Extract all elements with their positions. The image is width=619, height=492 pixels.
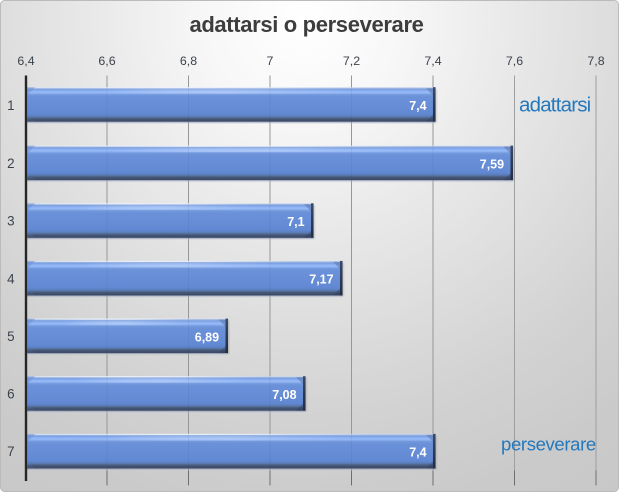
svg-text:7: 7	[7, 444, 14, 459]
svg-text:7,08: 7,08	[272, 388, 296, 402]
svg-text:adattarsi o perseverare: adattarsi o perseverare	[189, 12, 423, 37]
svg-text:3: 3	[7, 214, 14, 229]
svg-text:7,8: 7,8	[587, 54, 604, 68]
svg-text:7: 7	[267, 54, 274, 68]
svg-text:6,89: 6,89	[195, 330, 219, 344]
svg-text:7,4: 7,4	[424, 54, 441, 68]
svg-text:6,4: 6,4	[17, 54, 34, 68]
svg-text:6: 6	[7, 387, 14, 402]
svg-text:7,4: 7,4	[409, 99, 426, 113]
svg-text:6,8: 6,8	[180, 54, 197, 68]
svg-text:7,2: 7,2	[343, 54, 360, 68]
svg-text:2: 2	[7, 156, 14, 171]
svg-text:adattarsi: adattarsi	[519, 94, 591, 117]
svg-text:perseverare: perseverare	[501, 434, 596, 455]
svg-text:1: 1	[7, 98, 14, 113]
svg-text:7,1: 7,1	[287, 215, 304, 229]
svg-text:5: 5	[7, 329, 14, 344]
svg-text:6,6: 6,6	[98, 54, 115, 68]
svg-text:7,4: 7,4	[409, 446, 426, 460]
svg-text:7,6: 7,6	[506, 54, 523, 68]
svg-text:7,17: 7,17	[309, 273, 333, 287]
svg-text:4: 4	[7, 271, 15, 286]
svg-text:7,59: 7,59	[480, 157, 504, 171]
